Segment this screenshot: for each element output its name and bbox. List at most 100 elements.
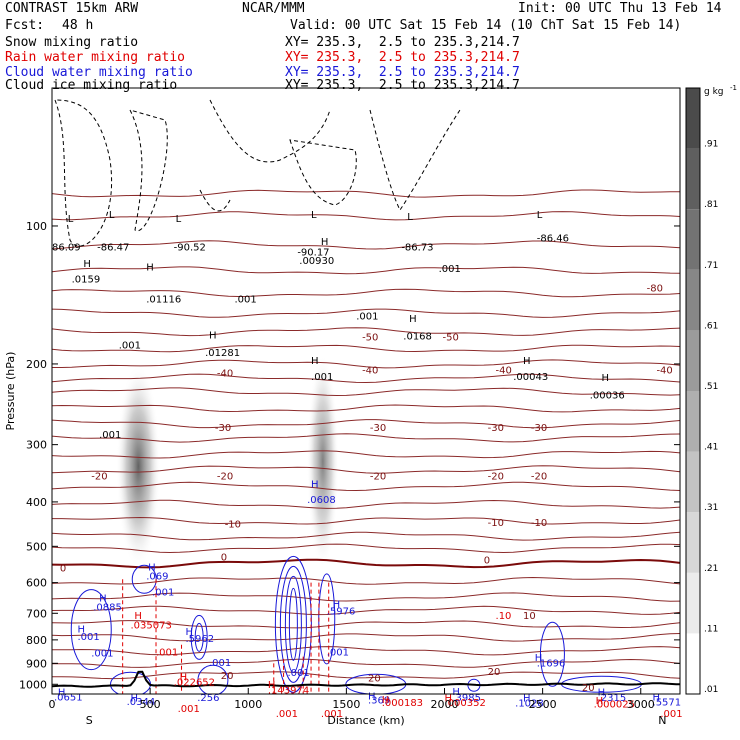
colorbar-tick-label: .31 bbox=[704, 503, 718, 513]
forecast-hours: 48 h bbox=[62, 18, 94, 33]
extremum-label: H bbox=[311, 479, 319, 490]
isotherm bbox=[52, 266, 680, 275]
extremum-label: 20 bbox=[221, 671, 234, 682]
ice-contour bbox=[129, 109, 168, 232]
extremum-label: -86.46 bbox=[537, 233, 569, 244]
isotherm bbox=[52, 450, 680, 459]
colorbar-tick-label: .61 bbox=[704, 321, 718, 331]
isotherm bbox=[52, 499, 680, 509]
plot-area bbox=[52, 88, 680, 694]
extremum-label: .001 bbox=[78, 632, 100, 643]
extremum-label: .022652 bbox=[174, 677, 215, 688]
extremum-label: .001 bbox=[276, 709, 298, 720]
extremum-label: .001 bbox=[209, 658, 231, 669]
isotherm bbox=[52, 211, 680, 221]
colorbar: .01 .11 .21 .31 .41 .51 .61 .71 .81 .91 g kg -1 bbox=[685, 84, 737, 695]
y-tick-label: 300 bbox=[26, 439, 47, 452]
x-tick-label: 2500 bbox=[529, 698, 557, 711]
extremum-label: -30 bbox=[215, 423, 231, 434]
extremum-label: H bbox=[99, 594, 107, 605]
colorbar-segment bbox=[686, 633, 700, 694]
x-tick-label: 1000 bbox=[234, 698, 262, 711]
extremum-label: -10 bbox=[488, 518, 504, 529]
extremum-label: 20 bbox=[488, 667, 501, 678]
cloud-water-contours bbox=[70, 555, 642, 694]
center-label: NCAR/MMM bbox=[242, 1, 305, 16]
model-title: CONTRAST 15km ARW bbox=[5, 1, 139, 16]
extremum-label: L bbox=[176, 214, 182, 225]
extremum-label: H bbox=[523, 356, 531, 367]
isotherm bbox=[52, 387, 680, 397]
extremum-label: -20 bbox=[91, 471, 107, 482]
colorbar-segment bbox=[686, 330, 700, 391]
colorbar-segment bbox=[686, 209, 700, 270]
colorbar-tick-label: .01 bbox=[704, 685, 718, 695]
extremum-label: 86.09 bbox=[52, 242, 81, 253]
valid-time: Valid: 00 UTC Sat 15 Feb 14 (10 ChT Sat … bbox=[290, 18, 682, 33]
extremum-label: H bbox=[83, 259, 91, 270]
extremum-label: -86.47 bbox=[97, 242, 129, 253]
field-snow-name: Snow mixing ratio bbox=[5, 35, 139, 50]
isotherm bbox=[52, 189, 680, 198]
y-tick-label: 500 bbox=[26, 540, 47, 553]
y-tick-label: 700 bbox=[26, 607, 47, 620]
isotherm bbox=[52, 633, 680, 642]
isotherm bbox=[52, 359, 680, 369]
colorbar-segment bbox=[686, 451, 700, 513]
snow-plume bbox=[116, 363, 161, 569]
cloud-contour bbox=[274, 555, 312, 693]
extremum-label: .1028 bbox=[515, 698, 544, 709]
isotherm bbox=[52, 419, 680, 429]
isotherm bbox=[52, 605, 680, 616]
isotherm bbox=[52, 646, 680, 656]
isotherm bbox=[52, 240, 680, 250]
extremum-label: .001 bbox=[356, 312, 378, 323]
colorbar-segment bbox=[686, 88, 700, 149]
colorbar-tick-label: .41 bbox=[704, 443, 718, 453]
isotherm bbox=[52, 543, 680, 554]
extremum-label: 10 bbox=[523, 611, 536, 622]
y-tick-label: 1000 bbox=[19, 678, 47, 691]
extremum-label: -30 bbox=[488, 423, 504, 434]
isotherm bbox=[52, 558, 680, 569]
extremum-label: 0 bbox=[221, 553, 227, 564]
init-time: Init: 00 UTC Thu 13 Feb 14 bbox=[518, 1, 722, 16]
extremum-label: H bbox=[134, 611, 142, 622]
extremum-label: .00043 bbox=[513, 372, 548, 383]
isotherm bbox=[52, 516, 680, 525]
colorbar-unit: g kg bbox=[704, 87, 724, 97]
extremum-label: .2315 bbox=[598, 693, 627, 704]
ice-contour bbox=[54, 99, 113, 247]
extremum-label: -40 bbox=[362, 366, 378, 377]
colorbar-tick-label: .21 bbox=[704, 564, 718, 574]
extremum-label: .001 bbox=[91, 649, 113, 660]
extremum-label: H bbox=[523, 693, 531, 704]
extremum-label: -10 bbox=[531, 518, 547, 529]
extremum-label: .5571 bbox=[653, 697, 682, 708]
extremum-label: H bbox=[598, 688, 606, 699]
extremum-label: H bbox=[209, 330, 217, 341]
extremum-label: H bbox=[333, 600, 341, 611]
cloud-contour bbox=[284, 575, 302, 673]
extremum-label: H bbox=[146, 262, 154, 273]
extremum-label: .5976 bbox=[327, 607, 356, 618]
colorbar-segment bbox=[686, 572, 700, 634]
extremum-label: -80 bbox=[647, 284, 663, 295]
extremum-label: -90.17 bbox=[297, 248, 329, 259]
field-snow-xy: XY= 235.3, 2.5 to 235.3,214.7 bbox=[285, 35, 520, 50]
extremum-label: 0 bbox=[484, 555, 490, 566]
isotherm bbox=[52, 344, 680, 353]
colorbar-tick-label: .11 bbox=[704, 624, 718, 634]
extremum-label: -30 bbox=[531, 423, 547, 434]
extremum-label: H bbox=[321, 237, 329, 248]
cloud-contour bbox=[70, 589, 112, 671]
isotherm bbox=[52, 576, 680, 585]
extremum-label: .5962 bbox=[185, 634, 214, 645]
isotherm bbox=[52, 404, 680, 413]
extremum-label: L bbox=[311, 210, 317, 221]
extremum-label: .001 bbox=[439, 264, 461, 275]
cloud-contour bbox=[539, 621, 565, 687]
isotherm bbox=[52, 592, 680, 602]
colorbar-tick-label: .81 bbox=[704, 200, 718, 210]
cloud-contour bbox=[279, 565, 307, 683]
